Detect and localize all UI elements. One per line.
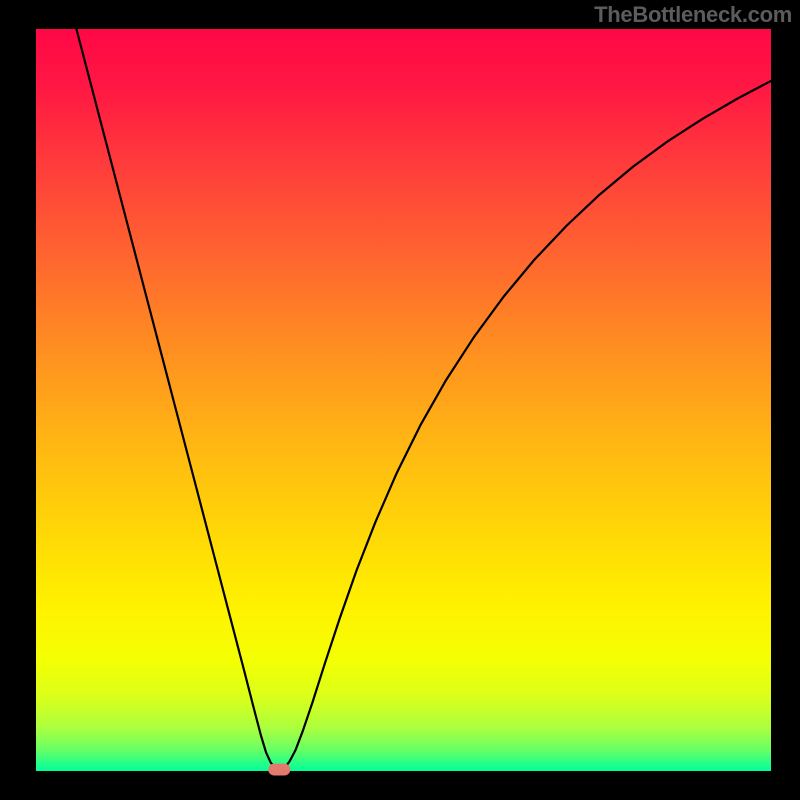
plot-background <box>36 29 771 771</box>
watermark-text: TheBottleneck.com <box>594 2 792 28</box>
bottleneck-chart <box>0 0 800 800</box>
chart-container: TheBottleneck.com <box>0 0 800 800</box>
optimum-marker <box>268 764 290 776</box>
